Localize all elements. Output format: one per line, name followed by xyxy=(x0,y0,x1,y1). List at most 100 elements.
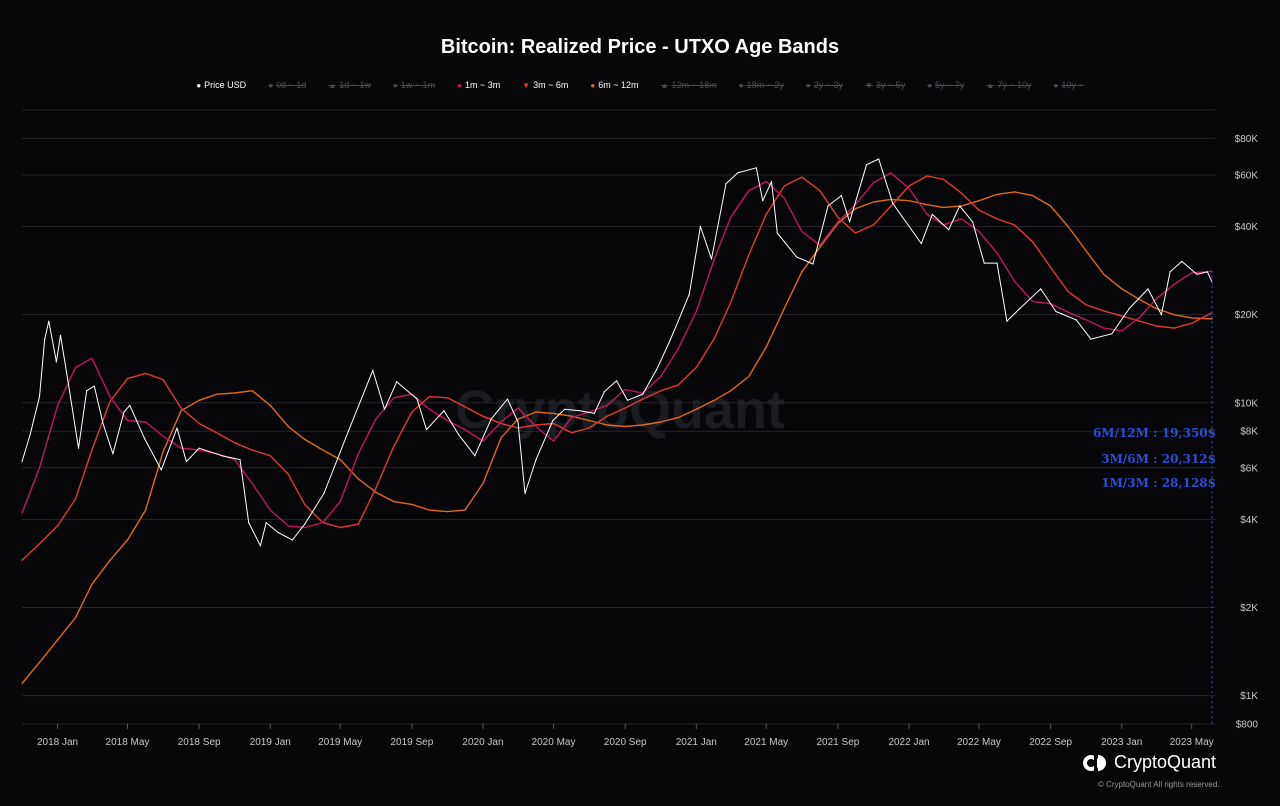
x-tick-label: 2021 May xyxy=(744,737,788,748)
data-point-6m-12m xyxy=(38,661,41,663)
data-point-6m-12m xyxy=(908,200,910,202)
data-point-1m-3m xyxy=(695,310,697,313)
x-tick-label: 2020 Sep xyxy=(604,737,647,748)
legend-item-7y-10y[interactable]: ▲ 7y ~ 10y xyxy=(986,80,1031,90)
data-point-3m-6m xyxy=(890,205,892,207)
legend-item-1w-1m[interactable]: ● 1w ~ 1m xyxy=(393,80,435,90)
data-point-6m-12m xyxy=(482,482,484,485)
legend-item-18m-2y[interactable]: ● 18m ~ 2y xyxy=(739,80,784,90)
data-point-3m-6m xyxy=(482,415,484,417)
data-point-6m-12m xyxy=(571,415,573,417)
x-tick-label: 2019 May xyxy=(318,737,362,748)
data-point-6m-12m xyxy=(801,271,803,273)
legend-marker-icon: ● xyxy=(268,80,274,90)
data-point-3m-6m xyxy=(783,185,785,187)
legend-label: 5y ~ 7y xyxy=(935,80,965,90)
y-tick-label: $8K xyxy=(1240,427,1258,438)
data-point-1m-3m xyxy=(287,525,289,527)
data-point-6m-12m xyxy=(960,205,963,207)
legend-label: 1w ~ 1m xyxy=(400,80,436,90)
data-point-6m-12m xyxy=(996,193,998,195)
data-point-price-usd xyxy=(416,398,418,400)
data-point-6m-12m xyxy=(819,246,821,248)
legend-item-0d-1d[interactable]: ● 0d ~ 1d xyxy=(268,80,306,90)
data-point-price-usd xyxy=(38,396,41,398)
cryptoquant-logo-icon xyxy=(1083,754,1106,771)
data-point-price-usd xyxy=(112,453,114,455)
data-point-6m-12m xyxy=(677,417,679,419)
legend-item-1d-1w[interactable]: ▲ 1d ~ 1w xyxy=(328,80,371,90)
data-point-1m-3m xyxy=(660,375,662,378)
data-point-6m-12m xyxy=(287,425,289,428)
data-point-price-usd xyxy=(972,221,974,223)
data-point-6m-12m xyxy=(1155,307,1157,310)
data-point-3m-6m xyxy=(730,301,732,304)
x-tick-label: 2019 Sep xyxy=(390,737,433,748)
data-point-6m-12m xyxy=(1191,317,1193,319)
data-point-price-usd xyxy=(579,410,581,412)
data-point-price-usd xyxy=(1128,307,1130,310)
legend-item-12m-18m[interactable]: ▲ 12m ~ 18m xyxy=(661,80,717,90)
data-point-price-usd xyxy=(1111,333,1113,335)
x-tick-label: 2022 May xyxy=(957,737,1001,748)
data-point-price-usd xyxy=(552,419,554,422)
y-tick-label: $4K xyxy=(1240,515,1258,526)
data-point-3m-6m xyxy=(1050,266,1052,268)
y-tick-label: $10K xyxy=(1235,398,1259,409)
y-tick-label: $20K xyxy=(1235,310,1259,321)
legend-marker-icon: ▲ xyxy=(328,80,337,90)
data-point-price-usd xyxy=(160,469,162,471)
data-point-1m-3m xyxy=(713,258,716,260)
legend-item-6m-12m[interactable]: ● 6m ~ 12m xyxy=(590,80,638,90)
data-point-1m-3m xyxy=(571,417,573,419)
data-point-1m-3m xyxy=(428,408,430,410)
x-tick-label: 2020 May xyxy=(532,737,576,748)
legend-item-price-usd[interactable]: ● Price USD xyxy=(196,80,246,90)
data-point-1m-3m xyxy=(446,419,448,422)
data-point-3m-6m xyxy=(198,422,200,425)
data-point-price-usd xyxy=(840,195,843,197)
data-point-price-usd xyxy=(347,430,349,432)
data-point-3m-6m xyxy=(660,390,662,392)
data-point-price-usd xyxy=(725,183,727,185)
data-point-price-usd xyxy=(21,461,23,463)
data-point-6m-12m xyxy=(926,204,928,206)
data-point-1m-3m xyxy=(234,459,236,461)
data-point-price-usd xyxy=(265,522,267,524)
data-point-6m-12m xyxy=(91,583,93,585)
data-point-price-usd xyxy=(865,164,868,166)
data-point-6m-12m xyxy=(695,408,697,410)
data-point-price-usd xyxy=(55,361,58,363)
data-point-6m-12m xyxy=(304,438,306,440)
data-point-6m-12m xyxy=(322,449,324,451)
data-point-1m-3m xyxy=(500,421,502,423)
data-point-3m-6m xyxy=(109,400,111,403)
data-point-price-usd xyxy=(93,385,95,387)
legend-item-3m-6m[interactable]: ▼ 3m ~ 6m xyxy=(522,80,568,90)
data-point-price-usd xyxy=(878,158,880,160)
data-point-6m-12m xyxy=(978,200,980,202)
legend-item-3y-5y[interactable]: ▼ 3y ~ 5y xyxy=(865,80,905,90)
x-tick-label: 2023 May xyxy=(1170,737,1214,748)
data-point-1m-3m xyxy=(91,357,93,359)
x-tick-label: 2018 Sep xyxy=(178,737,221,748)
legend-item-1m-3m[interactable]: ● 1m ~ 3m xyxy=(457,80,500,90)
data-point-price-usd xyxy=(688,293,690,295)
data-point-price-usd xyxy=(123,411,125,413)
legend-item-5y-7y[interactable]: ● 5y ~ 7y xyxy=(927,80,964,90)
value-annotation: 1M/3M : 28,128$ xyxy=(1101,476,1216,490)
data-point-price-usd xyxy=(304,523,306,525)
data-point-3m-6m xyxy=(411,411,413,413)
legend-marker-icon: ● xyxy=(1053,80,1059,90)
data-point-3m-6m xyxy=(234,442,236,444)
data-point-3m-6m xyxy=(872,224,875,226)
data-point-price-usd xyxy=(129,404,131,406)
legend-marker-icon: ● xyxy=(738,80,744,90)
data-point-3m-6m xyxy=(1173,327,1175,329)
data-point-price-usd xyxy=(1196,273,1198,275)
y-tick-label: $60K xyxy=(1235,170,1259,181)
data-point-price-usd xyxy=(102,422,104,425)
data-point-price-usd xyxy=(615,380,618,382)
legend-item-2y-3y[interactable]: ● 2y ~ 3y xyxy=(806,80,843,90)
legend-item-10y[interactable]: ● 10y ~ xyxy=(1054,80,1084,90)
